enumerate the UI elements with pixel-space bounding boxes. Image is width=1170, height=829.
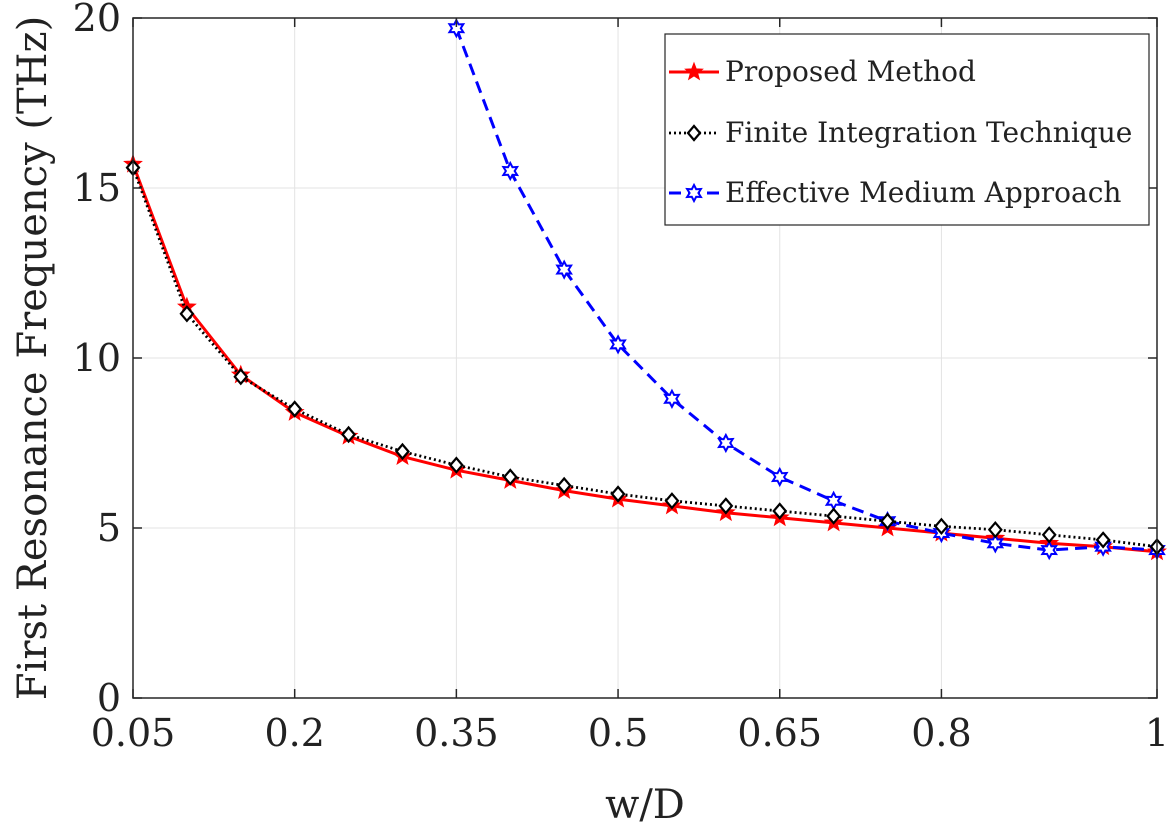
data-point bbox=[1040, 539, 1059, 561]
legend: Proposed Method Finite Integration Techni… bbox=[664, 33, 1150, 226]
plot-series bbox=[123, 18, 1167, 561]
y-tick-label: 0 bbox=[97, 676, 121, 720]
y-tick-label: 5 bbox=[97, 506, 121, 550]
data-point bbox=[609, 334, 627, 355]
legend-marker bbox=[686, 124, 702, 142]
y-tick-label: 20 bbox=[73, 0, 121, 40]
data-point bbox=[448, 456, 464, 474]
series-line bbox=[131, 167, 1158, 549]
data-point bbox=[880, 512, 895, 530]
legend-entry: Effective Medium Approach bbox=[669, 176, 1121, 209]
series-line bbox=[131, 163, 1158, 554]
data-point bbox=[986, 533, 1005, 554]
legend-entry: Proposed Method bbox=[669, 55, 976, 88]
data-point bbox=[610, 485, 626, 503]
data-point bbox=[717, 432, 735, 454]
x-tick-label: 0.8 bbox=[911, 711, 971, 755]
data-point bbox=[772, 502, 788, 520]
legend-label: Proposed Method bbox=[725, 55, 976, 88]
x-tick-label: 0.65 bbox=[737, 711, 822, 755]
data-point bbox=[770, 466, 789, 488]
data-point bbox=[555, 259, 573, 280]
data-point bbox=[179, 305, 195, 323]
data-point bbox=[987, 521, 1003, 539]
x-axis-label: w/D bbox=[605, 782, 685, 828]
legend-entries: Proposed Method Finite Integration Techni… bbox=[669, 55, 1132, 209]
data-point bbox=[933, 517, 949, 535]
data-point bbox=[1095, 531, 1111, 549]
data-point bbox=[718, 497, 734, 515]
legend-marker bbox=[684, 61, 704, 81]
data-point bbox=[663, 388, 681, 409]
y-axis-label: First Resonance Frequency (THz) bbox=[10, 16, 56, 700]
data-point bbox=[501, 160, 520, 182]
x-tick-label: 0.5 bbox=[588, 711, 648, 755]
y-tick-label: 10 bbox=[73, 336, 121, 380]
data-point bbox=[502, 468, 518, 486]
data-point bbox=[395, 442, 410, 461]
series-line bbox=[454, 27, 1158, 552]
data-point bbox=[826, 507, 842, 525]
data-point bbox=[556, 476, 572, 495]
data-point bbox=[1041, 526, 1057, 544]
data-point bbox=[341, 425, 357, 444]
series-finite-integration-technique bbox=[125, 158, 1165, 556]
legend-marker bbox=[685, 182, 703, 204]
data-point bbox=[447, 18, 466, 39]
legend-entry: Finite Integration Technique bbox=[669, 116, 1132, 149]
x-tick-label: 0.35 bbox=[414, 711, 499, 755]
data-point bbox=[824, 490, 843, 511]
y-tick-label: 15 bbox=[73, 166, 121, 210]
legend-label: Effective Medium Approach bbox=[725, 176, 1121, 209]
x-tick-label: 0.05 bbox=[91, 711, 176, 755]
data-point bbox=[287, 400, 303, 418]
legend-label: Finite Integration Technique bbox=[725, 116, 1132, 149]
legend-box bbox=[664, 33, 1150, 226]
data-point bbox=[664, 492, 680, 510]
x-tick-label: 1 bbox=[1145, 711, 1169, 755]
x-tick-label: 0.2 bbox=[264, 711, 324, 755]
data-point bbox=[233, 368, 249, 386]
